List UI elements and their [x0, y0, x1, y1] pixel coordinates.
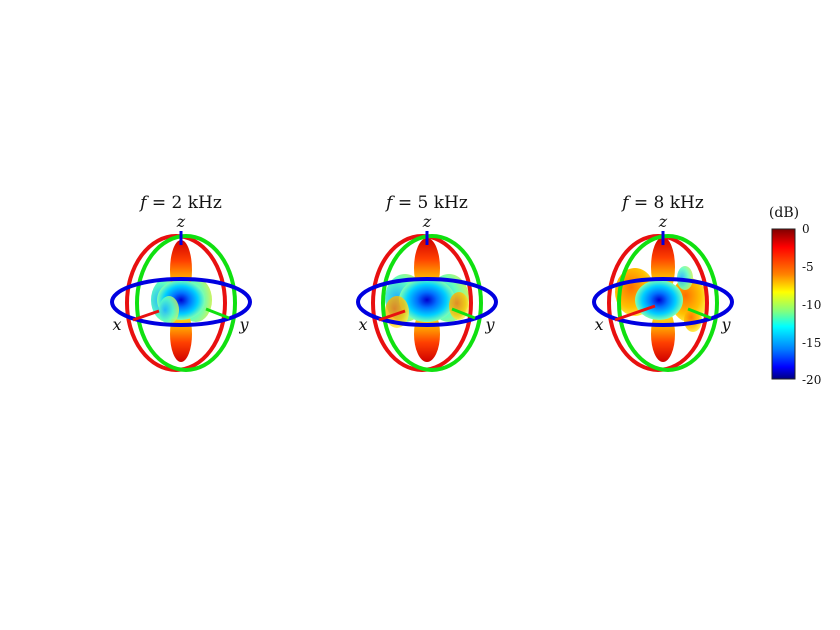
x-axis-label: x	[358, 315, 367, 334]
axis-y-stub	[451, 307, 476, 320]
colorbar-gradient	[771, 228, 796, 380]
side-lobe-upper-right	[677, 266, 693, 290]
panel-5khz: f = 5 kHz z x y	[356, 193, 498, 372]
core-lobe	[635, 280, 683, 320]
axis-x-stub	[614, 304, 656, 322]
axis-y-stub	[687, 307, 712, 320]
reference-rings	[592, 231, 734, 372]
colorbar-tick: -5	[802, 260, 814, 274]
colorbar-tick: -20	[802, 373, 821, 387]
panel-title: f = 8 kHz	[620, 193, 704, 213]
side-lobe-front	[159, 296, 179, 324]
panel-title: f = 2 kHz	[138, 193, 222, 213]
radiation-pattern	[151, 240, 212, 362]
ring-horizontal	[356, 277, 498, 327]
colorbar-tick: 0	[802, 222, 810, 236]
ring-horizontal	[592, 277, 734, 327]
panel-8khz: f = 8 kHz z x y	[592, 193, 734, 372]
core-lobe	[399, 278, 455, 322]
z-axis-label: z	[658, 212, 668, 231]
ring-yz	[381, 234, 483, 372]
panel-title: f = 5 kHz	[384, 193, 468, 213]
ring-yz	[617, 234, 719, 372]
colorbar-title: (dB)	[769, 205, 799, 221]
z-axis-label: z	[176, 212, 186, 231]
axis-x-stub	[378, 309, 406, 322]
axis-x-stub	[132, 309, 160, 322]
ring-horizontal	[110, 277, 252, 327]
y-axis-label: y	[484, 315, 495, 334]
colorbar-tick: -10	[802, 298, 821, 312]
y-axis-label: y	[238, 315, 249, 334]
x-axis-label: x	[112, 315, 121, 334]
colorbar-ticks: 0 -5 -10 -15 -20	[802, 222, 821, 387]
colorbar-tick: -15	[802, 336, 821, 350]
colorbar: (dB) 0 -5 -10 -15 -20	[769, 205, 821, 387]
ring-yz	[135, 234, 237, 372]
axis-y-stub	[205, 307, 230, 320]
reference-rings	[356, 231, 498, 372]
radiation-pattern	[385, 238, 469, 362]
main-lobe-bottom	[651, 306, 675, 362]
x-axis-label: x	[594, 315, 603, 334]
z-axis-label: z	[422, 212, 432, 231]
panel-2khz: f = 2 kHz z x y	[110, 193, 252, 372]
reference-rings	[110, 231, 252, 372]
y-axis-label: y	[720, 315, 731, 334]
